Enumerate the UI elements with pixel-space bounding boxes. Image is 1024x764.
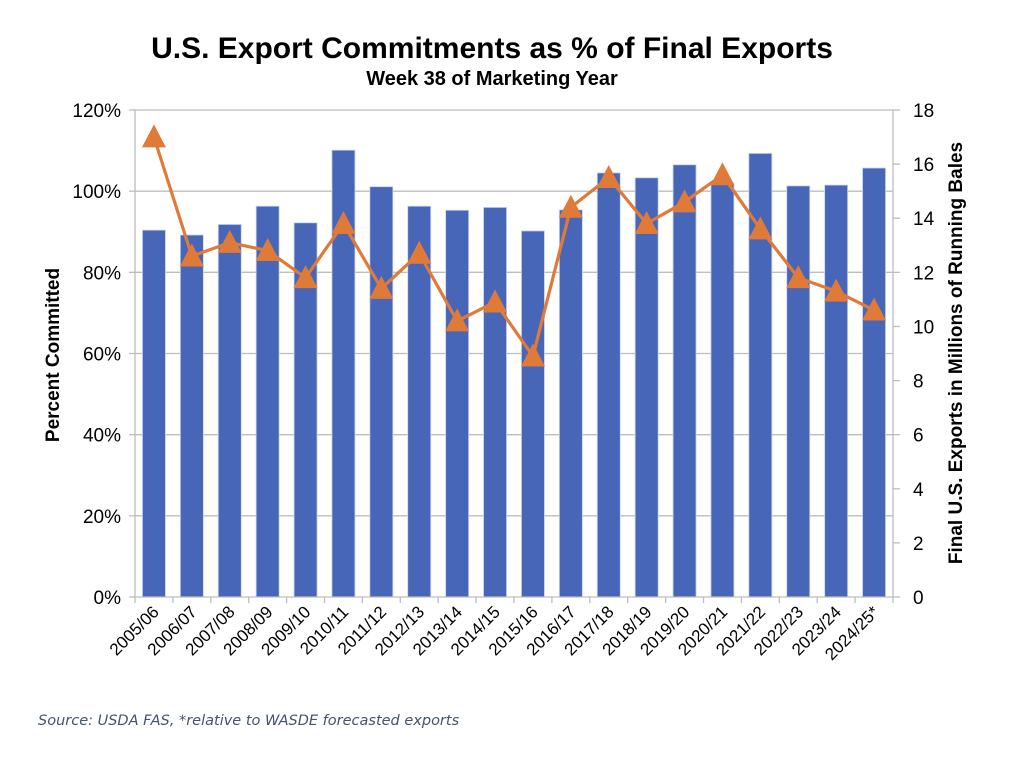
right-tick-label: 0 [913, 588, 924, 609]
left-tick-label: 100% [72, 182, 121, 203]
chart-subtitle: Week 38 of Marketing Year [366, 68, 618, 90]
line-marker [255, 238, 280, 262]
line-marker [748, 216, 773, 240]
category-labels: 2005/062006/072007/082008/092009/102010/… [106, 602, 883, 664]
bar [369, 186, 394, 598]
right-tick-label: 8 [913, 372, 924, 393]
bar [862, 167, 886, 598]
y-axis-title-left: Percent Committed [43, 268, 64, 442]
left-tick-label: 80% [83, 263, 121, 284]
right-tick-label: 18 [913, 101, 934, 122]
line-marker [786, 265, 811, 289]
bar [824, 184, 849, 598]
bar [672, 164, 697, 598]
bar [786, 185, 811, 598]
right-tick-label: 6 [913, 426, 924, 447]
line-marker [710, 162, 735, 186]
chart-title: U.S. Export Commitments as % of Final Ex… [151, 32, 833, 65]
line-marker [558, 194, 583, 218]
bar [217, 224, 242, 598]
source-note: Source: USDA FAS, *relative to WASDE for… [38, 713, 460, 729]
right-tick-label: 10 [913, 317, 934, 338]
line-series [141, 124, 887, 367]
left-tick-label: 60% [83, 345, 121, 366]
left-tick-label: 0% [94, 588, 122, 609]
bar-series [142, 149, 886, 598]
line-marker [217, 229, 242, 253]
line-marker [331, 210, 356, 234]
axes [134, 110, 894, 603]
line-marker [407, 240, 432, 264]
line-marker [672, 189, 697, 213]
line-marker [520, 343, 545, 367]
line-marker [824, 278, 849, 302]
line-marker [293, 265, 318, 289]
line-marker [596, 164, 621, 188]
line-marker [179, 243, 204, 267]
line-marker [483, 289, 508, 313]
gridlines [135, 109, 893, 517]
right-tick-label: 4 [913, 480, 924, 501]
bar [483, 206, 507, 598]
left-tick-label: 20% [83, 507, 121, 528]
right-tick-label: 16 [913, 155, 934, 176]
bar [710, 182, 735, 598]
bar [445, 209, 470, 598]
bar [558, 209, 583, 598]
line-marker [141, 124, 166, 148]
right-axis-ticks: 0 2 4 6 8 10 12 14 16 18 [893, 101, 935, 609]
bar [179, 234, 204, 598]
bar [634, 177, 659, 598]
line-marker [862, 297, 887, 321]
bar [142, 229, 166, 598]
left-tick-label: 40% [83, 426, 121, 447]
bar [596, 172, 621, 598]
bar [521, 230, 545, 598]
left-tick-label: 120% [72, 101, 121, 122]
right-tick-label: 14 [913, 209, 935, 230]
right-tick-label: 12 [913, 263, 934, 284]
left-axis-ticks: 0% 20% 40% 60% 80% 100% 120% [72, 101, 135, 609]
y-axis-title-right: Final U.S. Exports in Millions of Runnin… [946, 142, 967, 564]
right-tick-label: 2 [913, 534, 924, 555]
bar [255, 205, 280, 598]
line-marker [445, 308, 470, 332]
line-marker [369, 275, 394, 299]
line-marker [634, 210, 659, 234]
